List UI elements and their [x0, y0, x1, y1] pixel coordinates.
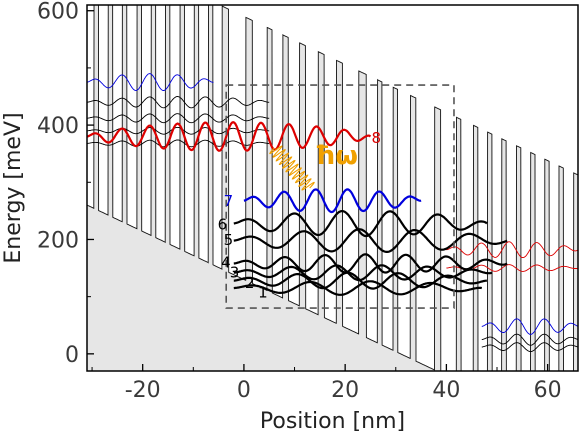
y-tick-label: 400: [37, 114, 79, 139]
side-state-3: [87, 113, 270, 124]
side-state-1: [87, 73, 214, 91]
y-axis-label: Energy [meV]: [1, 112, 26, 263]
x-tick-label: 40: [432, 378, 460, 403]
x-tick-label: 20: [331, 378, 359, 403]
x-axis-label: Position [nm]: [260, 409, 405, 434]
state-label-4: 4: [221, 253, 231, 271]
dashed-box: [225, 84, 455, 309]
side-state-9: [481, 333, 578, 346]
x-tick-label: 60: [534, 378, 562, 403]
state-7-wavefunction: [243, 188, 422, 214]
side-state-5: [87, 139, 270, 148]
x-tick-label: -20: [125, 378, 161, 403]
side-state-4: [87, 126, 270, 135]
x-tick-label: 0: [237, 378, 251, 403]
side-state-10: [481, 342, 578, 353]
side-state-6: [446, 241, 578, 259]
state-label-2: 2: [245, 274, 255, 292]
y-tick-label: 600: [37, 0, 79, 25]
side-state-2: [87, 96, 270, 109]
plot-frame: [86, 4, 579, 372]
state-5-wavefunction: [233, 228, 508, 253]
state-label-6: 6: [218, 216, 228, 234]
side-state-8: [481, 318, 578, 335]
photon-energy-label: ħω: [315, 141, 358, 171]
state-6-wavefunction: [233, 210, 488, 238]
state-label-3: 3: [230, 264, 240, 282]
state-4-wavefunction: [233, 253, 508, 274]
y-tick-label: 200: [37, 228, 79, 253]
plot-area: [87, 5, 578, 371]
state-1-wavefunction: [233, 280, 483, 296]
state-3-wavefunction: [233, 264, 493, 282]
photon-squiggle: [269, 145, 315, 191]
band-fill: [87, 5, 578, 371]
state-label-8: 8: [371, 129, 381, 147]
state-8-wavefunction: [87, 121, 372, 152]
band-edge-line: [87, 5, 578, 371]
state-label-5: 5: [224, 231, 234, 249]
y-tick-label: 0: [65, 343, 79, 368]
state-label-7: 7: [224, 192, 234, 210]
state-label-1: 1: [258, 284, 268, 302]
